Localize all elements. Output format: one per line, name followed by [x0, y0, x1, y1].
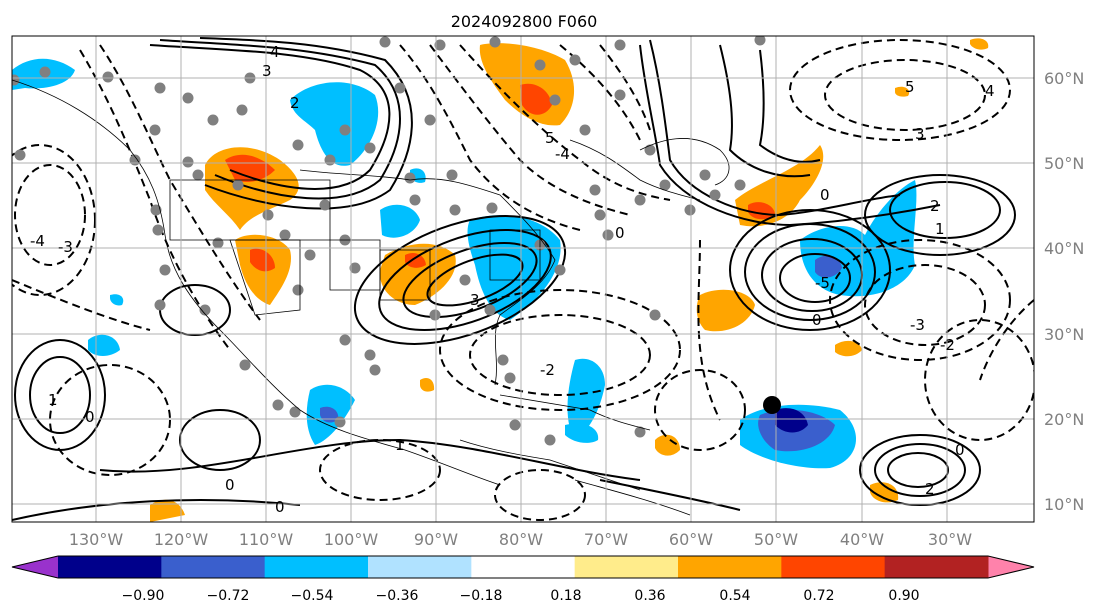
lon-label: 70°W [584, 530, 628, 549]
shaded-anomalies [12, 38, 989, 522]
significance-dots [12, 36, 766, 446]
lat-label: 20°N [1044, 410, 1084, 429]
colorbar: −0.90 −0.72 −0.54 −0.36 −0.18 0.18 0.36 … [11, 555, 1035, 604]
coastlines [12, 79, 730, 516]
contour-label: 0 [225, 476, 235, 494]
map-title: 2024092800 F060 [451, 12, 598, 31]
colorbar-tick-label: 0.18 [550, 588, 581, 604]
location-marker [763, 396, 781, 414]
colorbar-tick-label: 0.90 [888, 588, 919, 604]
contour-label: -2 [940, 336, 955, 354]
lat-label: 40°N [1044, 239, 1084, 258]
contour-label: -2 [540, 361, 555, 379]
lat-label: 30°N [1044, 325, 1084, 344]
contour-label: 3 [915, 125, 925, 143]
map-frame [11, 35, 1035, 523]
contour-label: 5 [905, 78, 915, 96]
positive-contours [12, 37, 1016, 521]
contour-label: 0 [955, 441, 965, 459]
colorbar-segment [161, 556, 266, 578]
colorbar-tick-label: −0.18 [460, 588, 503, 604]
colorbar-tick-label: 0.36 [634, 588, 665, 604]
colorbar-tick-label: −0.36 [376, 588, 419, 604]
colorbar-segment [678, 556, 782, 578]
contour-label: -3 [58, 238, 73, 256]
lat-label: 10°N [1044, 495, 1084, 514]
colorbar-segment [58, 556, 162, 578]
contour-label: 5 [545, 129, 555, 147]
map-panel: 4 3 2 0 2 1 -3 3 5 -2 -4 5 -4 -3 3 -2 1 … [11, 35, 1035, 523]
colorbar-segment [471, 556, 576, 578]
lon-label: 120°W [154, 530, 209, 549]
contour-label: 4 [985, 82, 995, 100]
contour-label: 3 [470, 291, 480, 309]
colorbar-extend-high [988, 556, 1034, 578]
colorbar-tick-label: 0.72 [803, 588, 834, 604]
contour-label: 0 [275, 498, 285, 516]
longitude-labels: 130°W 120°W 110°W 100°W 90°W 80°W 70°W 6… [69, 530, 972, 549]
contour-label: 3 [262, 62, 272, 80]
lat-label: 50°N [1044, 154, 1084, 173]
lon-label: 60°W [669, 530, 713, 549]
lon-label: 80°W [499, 530, 543, 549]
lon-label: 50°W [754, 530, 798, 549]
contour-label: 1 [48, 391, 58, 409]
contour-label: 0 [85, 408, 95, 426]
colorbar-segment [884, 556, 989, 578]
lon-label: 30°W [928, 530, 972, 549]
contour-label: 0 [820, 186, 830, 204]
graticule [12, 36, 1034, 522]
lon-label: 130°W [69, 530, 124, 549]
contour-label: -5 [815, 274, 830, 292]
contour-label: -3 [910, 316, 925, 334]
lon-label: 90°W [414, 530, 458, 549]
contour-label: 4 [270, 43, 280, 61]
contour-labels: 4 3 2 0 2 1 -3 3 5 -2 -4 5 -4 -3 3 -2 1 … [30, 43, 995, 516]
colorbar-extend-low [12, 556, 58, 578]
colorbar-segment [368, 556, 472, 578]
lon-label: 110°W [239, 530, 294, 549]
lon-label: 40°W [840, 530, 884, 549]
colorbar-segment [781, 556, 886, 578]
lat-label: 60°N [1044, 69, 1084, 88]
contour-label: 2 [925, 480, 935, 498]
lon-label: 100°W [324, 530, 379, 549]
contour-label: 1 [395, 436, 405, 454]
colorbar-tick-label: −0.54 [291, 588, 334, 604]
colorbar-tick-label: −0.90 [122, 588, 165, 604]
contour-label: 2 [290, 94, 300, 112]
colorbar-segment [574, 556, 679, 578]
contour-label: -4 [555, 145, 570, 163]
contour-label: 0 [615, 224, 625, 242]
contour-label: 0 [812, 311, 822, 329]
contour-label: -4 [30, 232, 45, 250]
contour-label: 2 [930, 197, 940, 215]
colorbar-tick-label: 0.54 [719, 588, 750, 604]
latitude-labels: 60°N 50°N 40°N 30°N 20°N 10°N [1044, 69, 1084, 514]
colorbar-segment [264, 556, 369, 578]
contour-label: 1 [935, 220, 945, 238]
colorbar-tick-label: −0.72 [207, 588, 250, 604]
